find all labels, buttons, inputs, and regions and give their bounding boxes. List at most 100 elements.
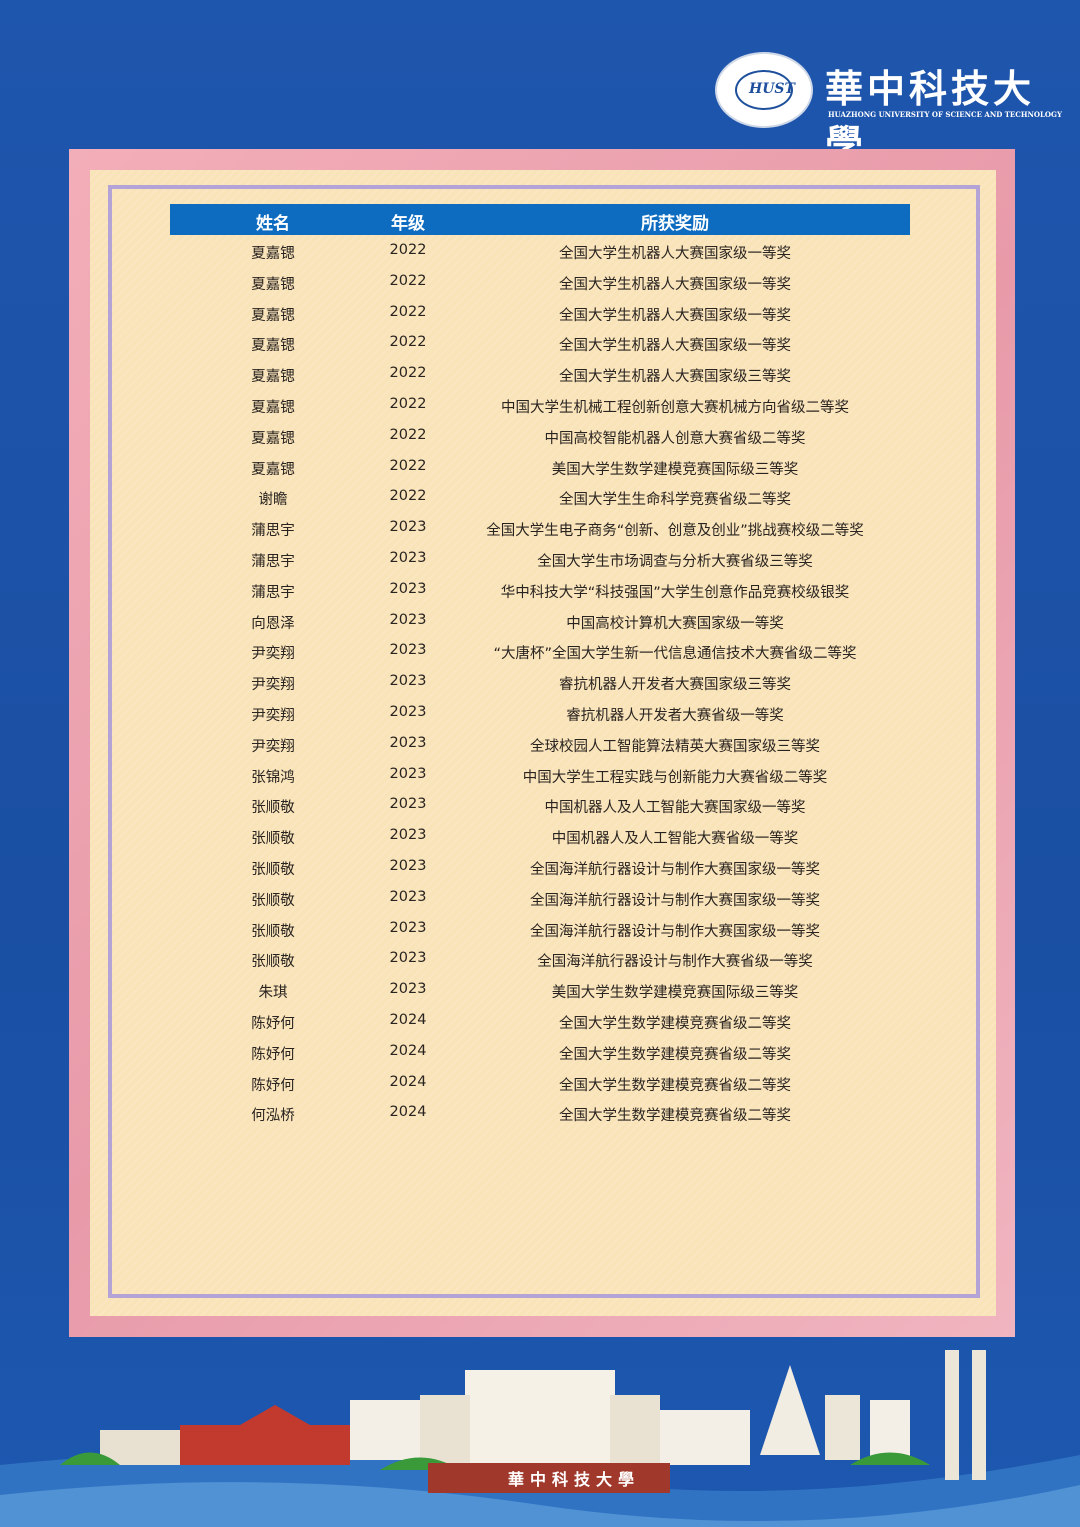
- award-cell: 中国机器人及人工智能大赛省级一等奖: [551, 831, 799, 848]
- table-row: 夏嘉锶 2022 全国大学生机器人大赛国家级一等奖: [170, 298, 910, 329]
- grade-cell: 2022: [389, 303, 427, 320]
- name-cell: 夏嘉锶: [251, 430, 295, 447]
- award-cell: 全国大学生机器人大赛国家级三等奖: [559, 369, 791, 386]
- grade-cell: 2022: [389, 426, 427, 443]
- name-cell: 夏嘉锶: [251, 461, 295, 478]
- grade-cell: 2023: [389, 580, 427, 597]
- award-cell: 全国大学生生命科学竞赛省级二等奖: [559, 492, 791, 509]
- grade-cell: 2023: [389, 827, 427, 844]
- name-cell: 张顺敬: [251, 923, 295, 940]
- name-cell: 夏嘉锶: [251, 307, 295, 324]
- name-cell: 张顺敬: [251, 861, 295, 878]
- grade-cell: 2023: [389, 734, 427, 751]
- table-row: 朱琪 2023 美国大学生数学建模竞赛国际级三等奖: [170, 975, 910, 1006]
- grade-cell: 2022: [389, 272, 427, 289]
- grade-cell: 2022: [389, 242, 427, 258]
- name-cell: 夏嘉锶: [251, 276, 295, 293]
- table-row: 夏嘉锶 2022 美国大学生数学建模竞赛国际级三等奖: [170, 452, 910, 483]
- award-cell: 全国大学生机器人大赛国家级一等奖: [559, 307, 791, 324]
- grade-cell: 2022: [389, 365, 427, 382]
- table-row: 尹奕翔 2023 睿抗机器人开发者大赛国家级三等奖: [170, 667, 910, 698]
- award-cell: 睿抗机器人开发者大赛省级一等奖: [566, 707, 784, 724]
- award-cell: 全国海洋航行器设计与制作大赛国家级一等奖: [530, 892, 820, 909]
- name-cell: 夏嘉锶: [251, 369, 295, 386]
- award-cell: 全国大学生电子商务“创新、创意及创业”挑战赛校级二等奖: [486, 523, 864, 540]
- name-cell: 尹奕翔: [251, 646, 295, 663]
- grade-cell: 2023: [389, 919, 427, 936]
- table-row: 张顺敬 2023 中国机器人及人工智能大赛国家级一等奖: [170, 790, 910, 821]
- award-cell: 全国海洋航行器设计与制作大赛国家级一等奖: [530, 923, 820, 940]
- name-cell: 朱琪: [258, 985, 288, 1002]
- award-cell: 全国大学生数学建模竞赛省级二等奖: [559, 1108, 791, 1125]
- grade-cell: 2024: [389, 1104, 427, 1121]
- name-cell: 夏嘉锶: [251, 399, 295, 416]
- grade-cell: 2024: [389, 1042, 427, 1059]
- grade-cell: 2023: [389, 611, 427, 628]
- grade-cell: 2023: [389, 857, 427, 874]
- grade-cell: 2022: [389, 334, 427, 351]
- column-header-name: 姓名: [256, 214, 290, 234]
- award-cell: 中国高校智能机器人创意大赛省级二等奖: [544, 430, 806, 447]
- grade-cell: 2023: [389, 673, 427, 690]
- column-header-award: 所获奖励: [641, 214, 709, 234]
- table-row: 夏嘉锶 2022 全国大学生机器人大赛国家级一等奖: [170, 236, 910, 267]
- grade-cell: 2024: [389, 1011, 427, 1028]
- table-row: 尹奕翔 2023 睿抗机器人开发者大赛省级一等奖: [170, 698, 910, 729]
- name-cell: 谢瞻: [258, 492, 288, 509]
- name-cell: 张顺敬: [251, 954, 295, 971]
- award-cell: 美国大学生数学建模竞赛国际级三等奖: [551, 985, 799, 1002]
- award-cell: 全球校园人工智能算法精英大赛国家级三等奖: [530, 738, 820, 755]
- table-header: 姓名 年级 所获奖励: [170, 204, 910, 235]
- table-row: 张顺敬 2023 全国海洋航行器设计与制作大赛省级一等奖: [170, 944, 910, 975]
- name-cell: 何泓桥: [251, 1108, 295, 1125]
- table-row: 夏嘉锶 2022 全国大学生机器人大赛国家级三等奖: [170, 359, 910, 390]
- grade-cell: 2023: [389, 642, 427, 659]
- award-cell: 中国高校计算机大赛国家级一等奖: [566, 615, 784, 632]
- award-cell: 全国大学生市场调查与分析大赛省级三等奖: [537, 553, 813, 570]
- awards-table-body: 夏嘉锶 2022 全国大学生机器人大赛国家级一等奖 夏嘉锶 2022 全国大学生机器人大赛…: [170, 236, 910, 1129]
- award-cell: 全国大学生数学建模竞赛省级二等奖: [559, 1015, 791, 1032]
- name-cell: 尹奕翔: [251, 677, 295, 694]
- name-cell: 蒲思宇: [251, 523, 295, 540]
- table-row: 何泓桥 2024 全国大学生数学建模竞赛省级二等奖: [170, 1098, 910, 1129]
- logo-chinese-name: 華中科技大學: [825, 66, 1036, 166]
- name-cell: 张顺敬: [251, 892, 295, 909]
- university-seal-icon: HUST: [715, 52, 813, 128]
- award-cell: 中国大学生机械工程创新创意大赛机械方向省级二等奖: [501, 399, 849, 416]
- table-row: 张锦鸿 2023 中国大学生工程实践与创新能力大赛省级二等奖: [170, 760, 910, 791]
- table-row: 蒲思宇 2023 全国大学生市场调查与分析大赛省级三等奖: [170, 544, 910, 575]
- table-row: 夏嘉锶 2022 全国大学生机器人大赛国家级一等奖: [170, 267, 910, 298]
- grade-cell: 2023: [389, 765, 427, 782]
- footer-banner-text: 華中科技大學: [508, 1470, 641, 1489]
- award-cell: 全国大学生机器人大赛国家级一等奖: [559, 276, 791, 293]
- award-cell: 全国大学生机器人大赛国家级一等奖: [559, 246, 791, 262]
- table-row: 张顺敬 2023 中国机器人及人工智能大赛省级一等奖: [170, 821, 910, 852]
- name-cell: 夏嘉锶: [251, 246, 295, 262]
- grade-cell: 2023: [389, 981, 427, 998]
- grade-cell: 2023: [389, 950, 427, 967]
- logo-english-name: HUAZHONG UNIVERSITY OF SCIENCE AND TECHN…: [828, 110, 1062, 119]
- column-header-grade: 年级: [391, 214, 425, 234]
- award-cell: 华中科技大学“科技强国”大学生创意作品竞赛校级银奖: [500, 584, 850, 601]
- name-cell: 尹奕翔: [251, 738, 295, 755]
- grade-cell: 2023: [389, 519, 427, 536]
- grade-cell: 2023: [389, 703, 427, 720]
- table-row: 夏嘉锶 2022 中国高校智能机器人创意大赛省级二等奖: [170, 421, 910, 452]
- university-logo: HUST 華中科技大學 HUAZHONG UNIVERSITY OF SCIEN…: [715, 52, 1062, 166]
- grade-cell: 2022: [389, 457, 427, 474]
- name-cell: 张锦鸿: [251, 769, 295, 786]
- award-cell: 全国海洋航行器设计与制作大赛国家级一等奖: [530, 861, 820, 878]
- name-cell: 蒲思宇: [251, 584, 295, 601]
- grade-cell: 2023: [389, 888, 427, 905]
- table-row: 陈妤何 2024 全国大学生数学建模竞赛省级二等奖: [170, 1037, 910, 1068]
- award-cell: 全国大学生数学建模竞赛省级二等奖: [559, 1077, 791, 1094]
- panel-border: [108, 185, 980, 1298]
- award-cell: “大唐杯”全国大学生新一代信息通信技术大赛省级二等奖: [493, 646, 857, 663]
- award-cell: 全国大学生数学建模竞赛省级二等奖: [559, 1046, 791, 1063]
- table-row: 张顺敬 2023 全国海洋航行器设计与制作大赛国家级一等奖: [170, 852, 910, 883]
- table-row: 向恩泽 2023 中国高校计算机大赛国家级一等奖: [170, 606, 910, 637]
- table-row: 夏嘉锶 2022 全国大学生机器人大赛国家级一等奖: [170, 328, 910, 359]
- table-row: 张顺敬 2023 全国海洋航行器设计与制作大赛国家级一等奖: [170, 883, 910, 914]
- name-cell: 陈妤何: [251, 1015, 295, 1032]
- table-row: 夏嘉锶 2022 中国大学生机械工程创新创意大赛机械方向省级二等奖: [170, 390, 910, 421]
